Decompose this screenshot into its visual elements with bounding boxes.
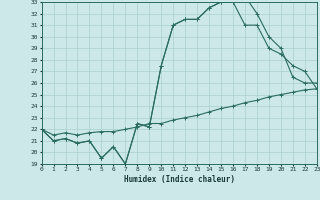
X-axis label: Humidex (Indice chaleur): Humidex (Indice chaleur) — [124, 175, 235, 184]
